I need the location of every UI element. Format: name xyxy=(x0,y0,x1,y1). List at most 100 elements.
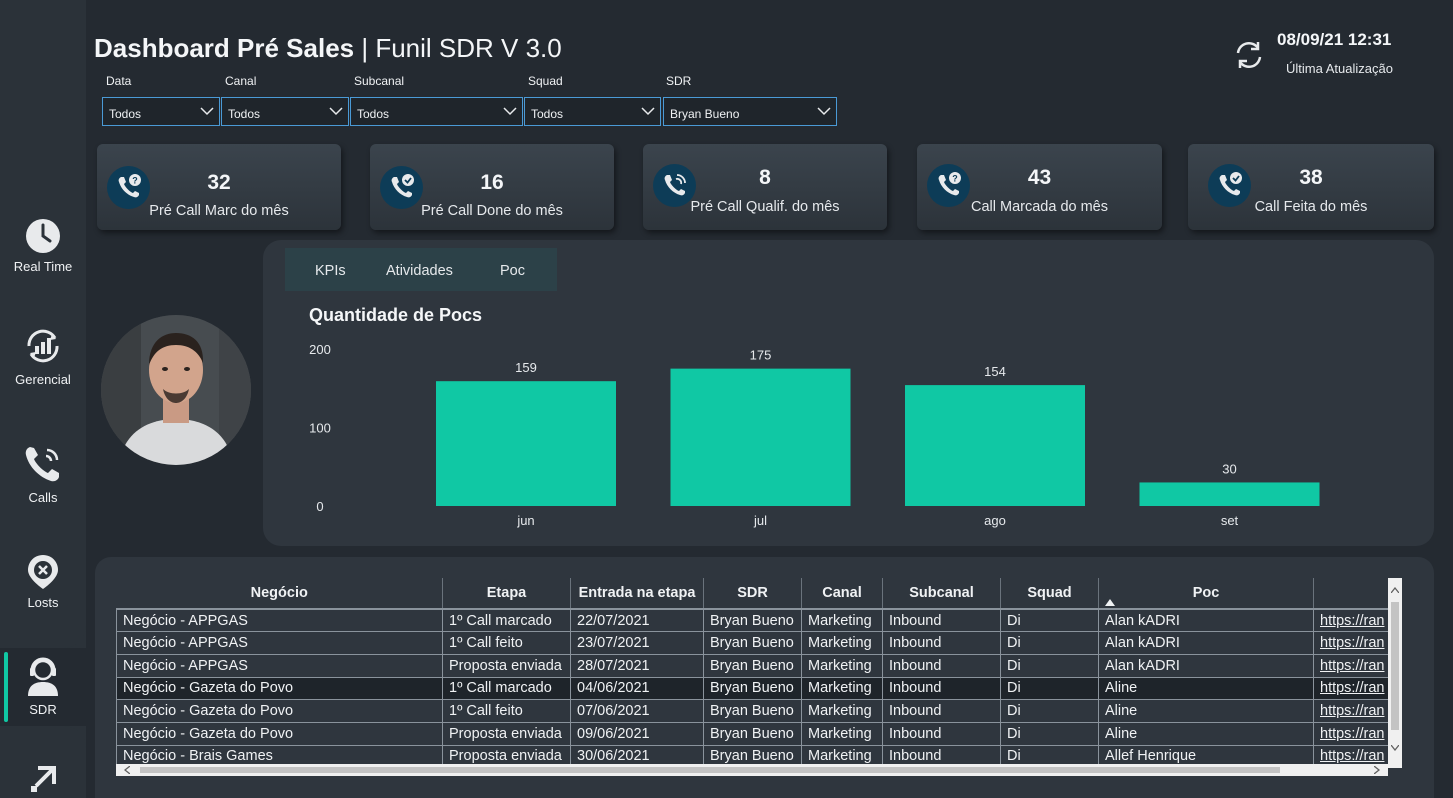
sidebar-item-real-time[interactable]: Real Time xyxy=(0,217,86,274)
table-cell: Alan kADRI xyxy=(1098,631,1314,655)
filter-value: Todos xyxy=(531,107,564,121)
filter-label-subcanal: Subcanal xyxy=(354,74,405,88)
table-row[interactable]: Negócio - APPGAS Proposta enviada 28/07/20… xyxy=(116,653,1402,678)
tab-poc[interactable]: Poc xyxy=(500,263,525,279)
kpi-value: 43 xyxy=(1027,166,1052,189)
bar-jun[interactable] xyxy=(436,381,616,506)
phone-ring-icon xyxy=(653,164,696,207)
column-header-poc[interactable]: Poc xyxy=(1098,578,1314,610)
table-cell: 22/07/2021 xyxy=(570,608,704,633)
bar-jul[interactable] xyxy=(670,368,851,506)
tab-atividades[interactable]: Atividades xyxy=(386,263,453,279)
column-header-negocio[interactable]: Negócio xyxy=(116,578,443,610)
column-header-etapa[interactable]: Etapa xyxy=(442,578,571,610)
table-vertical-scrollbar[interactable] xyxy=(1388,578,1402,768)
table-cell: Marketing xyxy=(801,676,883,701)
table-cell-link[interactable]: https://ran xyxy=(1313,653,1402,678)
sidebar-bottom-panel xyxy=(0,726,86,798)
filter-value: Todos xyxy=(357,107,390,121)
scrollbar-thumb[interactable] xyxy=(1391,602,1399,730)
filter-select-data[interactable]: Todos xyxy=(102,97,220,126)
table-cell: Di xyxy=(1000,631,1099,655)
table-cell: Bryan Bueno xyxy=(703,653,802,678)
x-tick-label: jun xyxy=(516,513,534,528)
column-header-squad[interactable]: Squad xyxy=(1000,578,1099,610)
kpi-value: 8 xyxy=(759,166,771,189)
location-x-icon xyxy=(28,555,58,589)
kpi-card-pre-call-qualif: 8 Pré Call Qualif. do mês xyxy=(643,144,887,230)
sidebar-item-gerencial[interactable]: Gerencial xyxy=(0,324,86,387)
x-tick-label: set xyxy=(1221,513,1239,528)
table-cell: Inbound xyxy=(882,699,1001,723)
table-row[interactable]: Negócio - Gazeta do Povo Proposta enviada… xyxy=(116,721,1402,746)
sidebar-item-exit[interactable] xyxy=(0,764,86,794)
kpi-value: 16 xyxy=(480,171,504,194)
filter-value: Todos xyxy=(109,107,142,121)
bar-ago[interactable] xyxy=(905,385,1085,506)
table-cell-link[interactable]: https://ran xyxy=(1313,744,1402,768)
table-cell: Di xyxy=(1000,608,1099,633)
sort-ascending-icon xyxy=(1105,599,1115,606)
table-cell: 1º Call marcado xyxy=(442,676,571,701)
table-cell: 1º Call feito xyxy=(442,699,571,723)
filter-label-canal: Canal xyxy=(225,74,257,88)
y-tick-label: 100 xyxy=(309,421,331,436)
arrow-up-right-icon xyxy=(31,766,56,792)
y-tick-label: 0 xyxy=(316,499,323,514)
column-header-link[interactable] xyxy=(1313,578,1402,610)
clock-icon xyxy=(26,219,60,253)
sidebar-item-losts[interactable]: Losts xyxy=(0,553,86,610)
sidebar-item-sdr[interactable]: SDR xyxy=(0,656,86,717)
table-row[interactable]: Negócio - APPGAS 1º Call marcado 22/07/202… xyxy=(116,608,1402,633)
kpi-label: Call Feita do mês xyxy=(1254,199,1368,215)
table-cell-link[interactable]: https://ran xyxy=(1313,608,1402,633)
chevron-down-icon xyxy=(1391,745,1399,751)
filter-select-canal[interactable]: Todos xyxy=(221,97,349,126)
filter-label-data: Data xyxy=(106,74,132,88)
filter-select-subcanal[interactable]: Todos xyxy=(350,97,523,126)
table-cell: Negócio - Gazeta do Povo xyxy=(116,721,443,746)
table-row[interactable]: Negócio - Gazeta do Povo 1º Call feito 07/… xyxy=(116,699,1402,723)
column-header-entrada[interactable]: Entrada na etapa xyxy=(570,578,704,610)
table-cell: Alan kADRI xyxy=(1098,653,1314,678)
table-cell: 04/06/2021 xyxy=(570,676,704,701)
kpi-card-call-marcada: ? 43 Call Marcada do mês xyxy=(917,144,1162,230)
table-cell: 1º Call marcado xyxy=(442,608,571,633)
refresh-button[interactable] xyxy=(1232,38,1266,77)
sidebar-item-calls[interactable]: Calls xyxy=(0,442,86,505)
column-header-canal[interactable]: Canal xyxy=(801,578,883,610)
filter-select-sdr[interactable]: Bryan Bueno xyxy=(663,97,837,126)
filter-label-squad: Squad xyxy=(528,74,563,88)
chart-growth-icon xyxy=(27,329,59,363)
table-horizontal-scrollbar[interactable] xyxy=(116,764,1388,776)
kpi-card-pre-call-done: 16 Pré Call Done do mês xyxy=(370,144,614,230)
scrollbar-thumb[interactable] xyxy=(140,767,1280,773)
table-cell: Inbound xyxy=(882,653,1001,678)
tab-kpis[interactable]: KPIs xyxy=(315,263,346,279)
kpi-label: Call Marcada do mês xyxy=(971,199,1108,215)
sidebar-item-label: SDR xyxy=(29,702,57,717)
table-cell: Bryan Bueno xyxy=(703,631,802,655)
table-cell: Bryan Bueno xyxy=(703,744,802,768)
table-cell: Aline xyxy=(1098,699,1314,723)
table-cell: Proposta enviada xyxy=(442,744,571,768)
last-update-value: 08/09/21 12:31 xyxy=(1277,30,1392,49)
bar-set[interactable] xyxy=(1139,482,1320,506)
table-row[interactable]: Negócio - Gazeta do Povo 1º Call marcado 0… xyxy=(116,676,1402,701)
table-cell: Alan kADRI xyxy=(1098,608,1314,633)
filter-select-squad[interactable]: Todos xyxy=(524,97,661,126)
table-cell: 09/06/2021 xyxy=(570,721,704,746)
deals-table: Negócio Etapa Entrada na etapa SDR Canal… xyxy=(116,578,1402,768)
sdr-avatar xyxy=(101,315,251,465)
column-header-sdr[interactable]: SDR xyxy=(703,578,802,610)
table-cell: Di xyxy=(1000,744,1099,768)
column-header-subcanal[interactable]: Subcanal xyxy=(882,578,1001,610)
table-cell: Proposta enviada xyxy=(442,721,571,746)
table-row[interactable]: Negócio - APPGAS 1º Call feito 23/07/2021 B… xyxy=(116,631,1402,655)
table-cell-link[interactable]: https://ran xyxy=(1313,721,1402,746)
table-cell: Bryan Bueno xyxy=(703,676,802,701)
sidebar-item-label: Losts xyxy=(27,595,59,610)
phone-question-icon: ? xyxy=(107,166,150,209)
table-row[interactable]: Negócio - Brais Games Proposta enviada 30/… xyxy=(116,744,1402,768)
data-label: 159 xyxy=(515,360,537,375)
